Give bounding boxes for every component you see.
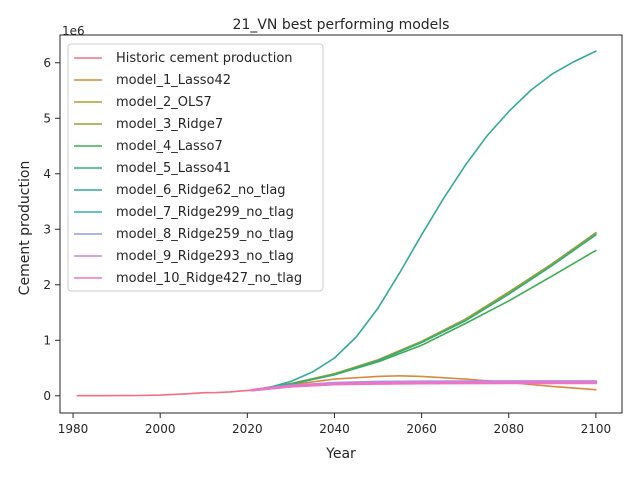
series-layer xyxy=(76,50,598,397)
x-tick-label: 2040 xyxy=(319,422,350,436)
x-tick-label: 2100 xyxy=(581,422,612,436)
series-line-6 xyxy=(250,234,597,391)
x-tick-label: 2000 xyxy=(145,422,176,436)
legend-label: model_1_Lasso42 xyxy=(116,73,231,88)
y-tick-label: 6 xyxy=(43,56,51,70)
legend-label: model_8_Ridge259_no_tlag xyxy=(116,227,294,242)
legend-label: model_6_Ridge62_no_tlag xyxy=(116,183,286,198)
y-axis-label: Cement production xyxy=(17,161,33,296)
legend: Historic cement production model_1_Lasso4… xyxy=(67,43,324,292)
y-offset-label: 1e6 xyxy=(62,24,85,38)
x-axis-label: Year xyxy=(325,446,356,462)
legend-label: model_4_Lasso7 xyxy=(116,139,223,154)
chart-title: 21_VN best performing models xyxy=(233,17,450,33)
y-tick-label: 0 xyxy=(43,389,51,403)
series-line-7 xyxy=(250,50,597,391)
legend-label: model_10_Ridge427_no_tlag xyxy=(116,271,302,286)
legend-label: model_9_Ridge293_no_tlag xyxy=(116,249,294,264)
legend-items: Historic cement production model_1_Lasso4… xyxy=(74,51,302,286)
y-tick-label: 2 xyxy=(43,278,51,292)
x-tick-label: 1980 xyxy=(58,422,89,436)
plot-frame xyxy=(59,34,623,414)
x-tick-label: 2020 xyxy=(232,422,263,436)
plot-area xyxy=(59,34,623,414)
legend-label: model_3_Ridge7 xyxy=(116,117,223,132)
y-tick-label: 4 xyxy=(43,167,51,181)
y-tick-label: 5 xyxy=(43,111,51,125)
y-axis: 0 1 2 3 4 5 6 xyxy=(43,56,60,403)
series-line-2 xyxy=(250,375,597,391)
x-tick-label: 2060 xyxy=(406,422,437,436)
legend-label: model_5_Lasso41 xyxy=(116,161,231,176)
legend-label: model_7_Ridge299_no_tlag xyxy=(116,205,294,220)
x-tick-label: 2080 xyxy=(493,422,524,436)
y-tick-label: 3 xyxy=(43,222,51,236)
series-line-1 xyxy=(76,389,253,397)
legend-label: Historic cement production xyxy=(116,51,293,66)
series-line-11 xyxy=(250,381,598,392)
legend-box xyxy=(67,43,324,292)
legend-label: model_2_OLS7 xyxy=(116,95,212,110)
x-axis: 1980 2000 2020 2040 2060 2080 2100 xyxy=(58,413,611,436)
y-tick-label: 1 xyxy=(43,333,51,347)
